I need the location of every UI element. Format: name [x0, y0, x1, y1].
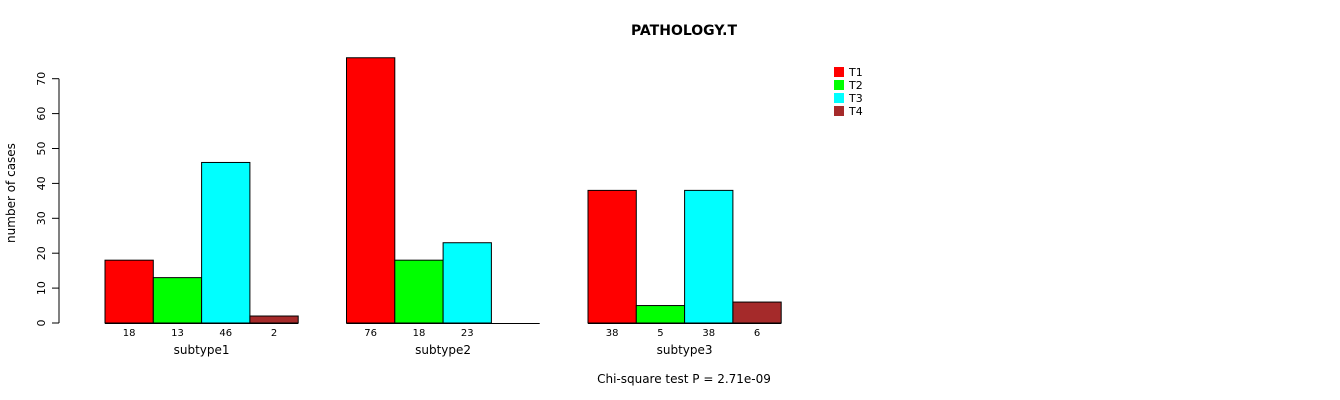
legend-label: T2 [848, 79, 863, 92]
legend-item-T2: T2 [834, 79, 863, 92]
bar-T2-subtype2 [394, 259, 444, 324]
bar-T3-subtype1 [201, 161, 251, 324]
bar-group-subtype2: 76 18 23 subtype2 [346, 57, 540, 357]
category-label: subtype3 [657, 343, 713, 357]
legend-label: T3 [848, 92, 863, 105]
count-label: 2 [271, 328, 277, 339]
count-label: 18 [123, 328, 136, 339]
bar-T1-subtype2 [346, 57, 396, 324]
bar-T2-subtype3 [635, 305, 686, 324]
chart-title: PATHOLOGY.T [631, 23, 738, 39]
bar-T1-subtype3 [587, 189, 637, 324]
count-label: 38 [702, 328, 715, 339]
count-label: 76 [364, 328, 377, 339]
y-axis-label: number of cases [4, 143, 18, 243]
chi-square-footnote: Chi-square test P = 2.71e-09 [597, 372, 771, 386]
y-tick-label: 50 [35, 142, 48, 156]
y-tick-label: 40 [35, 176, 48, 190]
y-tick-label: 70 [35, 72, 48, 86]
y-tick-label: 30 [35, 211, 48, 225]
y-axis: 0 10 20 30 40 50 60 70 [35, 72, 60, 327]
bar-T3-subtype2 [442, 242, 492, 324]
bar-T4-subtype3 [732, 301, 782, 324]
bar-groups: 18 13 46 2 subtype1 76 18 23 subtype2 38 5 38 6 subty… [104, 57, 782, 357]
legend-item-T1: T1 [834, 66, 863, 79]
bar-group-subtype3: 38 5 38 6 subtype3 [587, 189, 782, 357]
bar-T1-subtype1 [104, 259, 154, 324]
legend-swatch [834, 106, 844, 116]
bar-T2-subtype1 [152, 277, 203, 324]
legend-label: T4 [848, 105, 863, 118]
bar-T4-subtype1 [249, 315, 299, 324]
legend-swatch [834, 67, 844, 77]
count-label: 38 [606, 328, 619, 339]
category-label: subtype1 [174, 343, 230, 357]
count-label: 23 [461, 328, 474, 339]
count-label: 46 [219, 328, 232, 339]
y-tick-label: 20 [35, 246, 48, 260]
category-label: subtype2 [415, 343, 471, 357]
count-label: 6 [754, 328, 760, 339]
count-label: 18 [413, 328, 426, 339]
count-label: 13 [171, 328, 184, 339]
bar-group-subtype1: 18 13 46 2 subtype1 [104, 161, 299, 357]
bar-T3-subtype3 [684, 189, 734, 324]
legend-swatch [834, 93, 844, 103]
y-tick-label: 10 [35, 281, 48, 295]
y-tick-label: 60 [35, 107, 48, 121]
count-label: 5 [657, 328, 663, 339]
legend-swatch [834, 80, 844, 90]
legend-label: T1 [848, 66, 863, 79]
legend-item-T3: T3 [834, 92, 863, 105]
legend-item-T4: T4 [834, 105, 863, 118]
y-tick-label: 0 [35, 320, 48, 327]
